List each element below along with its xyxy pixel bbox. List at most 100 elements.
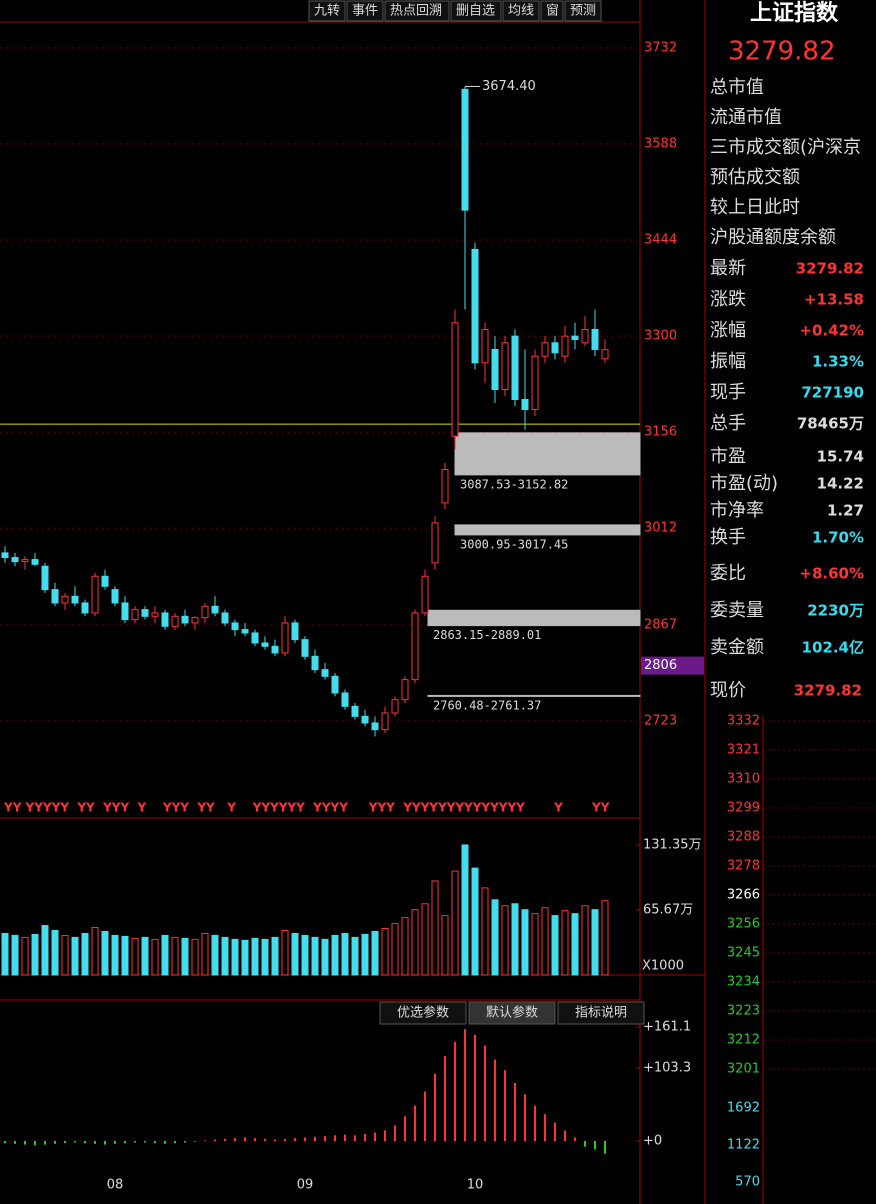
row-value: 1.70% (812, 529, 864, 547)
row-value: 78465万 (797, 415, 864, 433)
tab-label[interactable]: 指标说明 (575, 1006, 627, 1021)
candle-body (471, 248, 479, 364)
candle-body (511, 335, 519, 401)
row-label: 总手 (710, 413, 746, 434)
volume-bar (121, 935, 129, 976)
row-label: 涨幅 (710, 320, 746, 341)
row-label: 市盈(动) (710, 473, 778, 494)
candle-body (181, 615, 189, 624)
toolbar-button[interactable] (502, 0, 540, 22)
intraday-tick: 3201 (727, 1062, 760, 1077)
macd-tick-label: +103.3 (643, 1060, 691, 1075)
gap-label: 2760.48-2761.37 (433, 699, 541, 713)
gap-label: 2863.15-2889.01 (433, 628, 541, 642)
volume-bar (71, 936, 79, 976)
intraday-tick: 3299 (727, 801, 760, 816)
y-tick-label: 3156 (644, 425, 677, 440)
candle-body (351, 705, 359, 717)
candle-body (251, 632, 259, 644)
row-value: 14.22 (817, 475, 864, 493)
volume-bar (301, 934, 309, 976)
row-value: +8.60% (799, 565, 864, 583)
candle-body (101, 575, 109, 587)
toolbar-label[interactable]: 删自选 (456, 4, 495, 19)
toolbar-label[interactable]: 窗 (546, 3, 559, 19)
toolbar-button[interactable] (384, 0, 450, 22)
candle-body (221, 612, 229, 624)
volume-bar (321, 938, 329, 976)
volume-bar (41, 925, 49, 976)
candle-body (11, 557, 19, 563)
volume-bar (161, 934, 169, 976)
toolbar-label[interactable]: 热点回溯 (390, 3, 442, 19)
gap-box (454, 432, 641, 476)
toolbar-label[interactable]: 事件 (352, 4, 378, 19)
info-label: 沪股通额度余额 (710, 227, 836, 248)
tab[interactable] (379, 1001, 467, 1025)
intraday-tick: 3212 (727, 1033, 760, 1048)
tab-label[interactable]: 默认参数 (486, 1005, 538, 1021)
y-tick-label: 3444 (644, 233, 677, 248)
volume-bar (81, 932, 89, 976)
candle-body (131, 609, 139, 621)
y-tick-label: 2723 (644, 714, 677, 729)
volume-bar (401, 917, 409, 976)
tab[interactable] (557, 1001, 645, 1025)
toolbar-label[interactable]: 预测 (570, 4, 596, 19)
macd-tick-label: +161.1 (643, 1020, 691, 1035)
volume-bar (431, 880, 439, 976)
row-label: 现价 (710, 680, 746, 701)
row-value: 1.33% (812, 353, 864, 371)
toolbar-button[interactable] (450, 0, 502, 22)
volume-tick-label: 65.67万 (643, 903, 693, 918)
x-tick-label: 08 (107, 1178, 124, 1193)
candle-body (531, 355, 539, 411)
candle-body (341, 692, 349, 707)
volume-bar (541, 907, 549, 976)
volume-bar (411, 909, 419, 976)
volume-bar (591, 909, 599, 976)
volume-bar (491, 899, 499, 976)
volume-bar (171, 936, 179, 976)
volume-bar (531, 913, 539, 976)
volume-bar (521, 909, 529, 976)
candle-body (361, 715, 369, 724)
intraday-tick: 3310 (727, 772, 760, 787)
macd-tick-label: +0 (643, 1134, 662, 1149)
candle-body (281, 622, 289, 654)
intraday-tick: 3245 (727, 946, 760, 961)
toolbar-button[interactable] (308, 0, 346, 22)
volume-bar (461, 844, 469, 976)
candle-body (211, 605, 219, 614)
tab-label[interactable]: 优选参数 (397, 1005, 449, 1021)
volume-bar (351, 936, 359, 976)
gap-box (427, 694, 641, 697)
candle-body (431, 522, 439, 564)
volume-bar (581, 905, 589, 976)
volume-bar (131, 937, 139, 976)
toolbar-button[interactable] (540, 0, 564, 22)
toolbar-label[interactable]: 九转 (314, 4, 340, 19)
toolbar-button[interactable] (564, 0, 602, 22)
volume-bar (231, 938, 239, 976)
candle-body (391, 699, 399, 714)
candle-body (331, 675, 339, 694)
intraday-tick: 3321 (727, 743, 760, 758)
y-tick-label: 3732 (644, 41, 677, 56)
candle-body (231, 622, 239, 631)
tab[interactable] (468, 1001, 556, 1025)
candle-body (201, 605, 209, 619)
volume-bar (561, 910, 569, 976)
row-value: 3279.82 (794, 682, 862, 700)
volume-bar (361, 933, 369, 976)
volume-bar (471, 867, 479, 976)
volume-bar (481, 887, 489, 976)
volume-bar (501, 905, 509, 976)
toolbar-button[interactable] (346, 0, 384, 22)
volume-bar (1, 932, 9, 976)
toolbar-label[interactable]: 均线 (508, 4, 534, 19)
intraday-tick: 3234 (727, 975, 760, 990)
row-value: 15.74 (817, 448, 864, 466)
